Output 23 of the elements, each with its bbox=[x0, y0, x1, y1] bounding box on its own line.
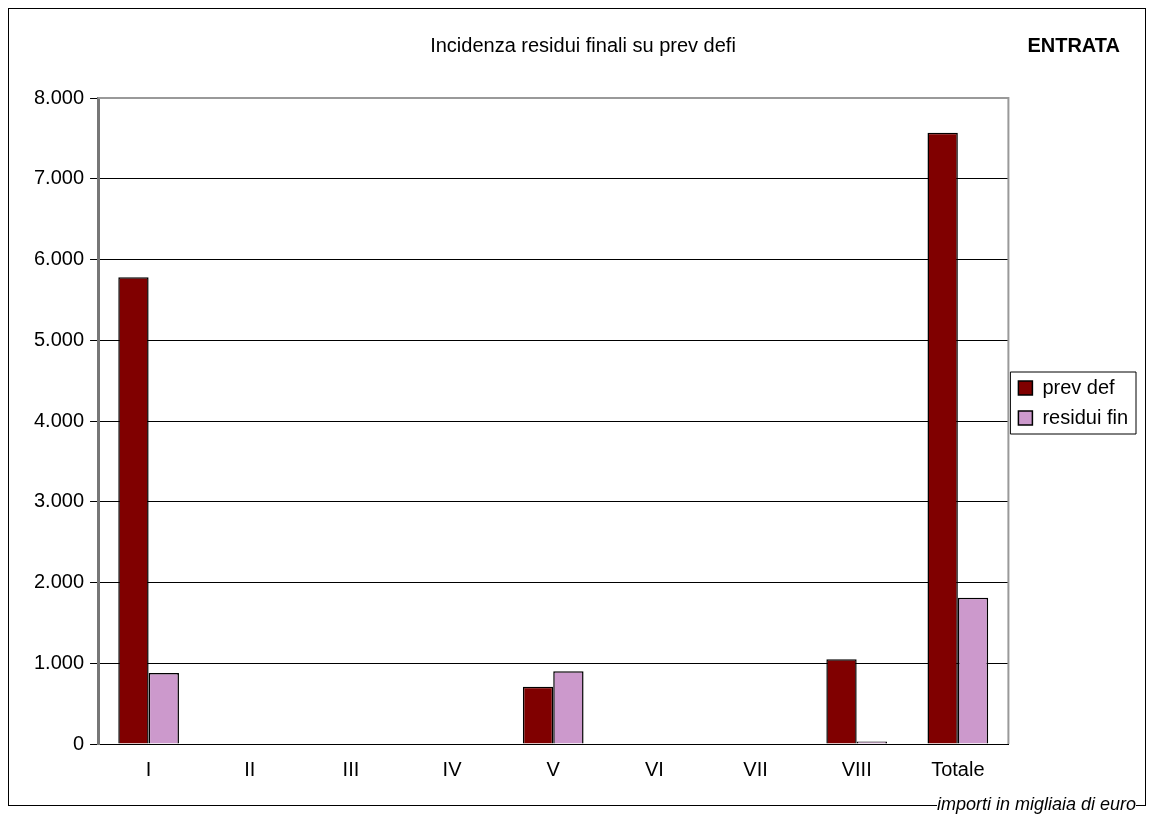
text: ENTRATA bbox=[1027, 33, 1120, 56]
x-tick-label: V bbox=[546, 757, 561, 780]
x-tick-label: Totale bbox=[931, 757, 985, 780]
y-tick-label: 5.000 bbox=[33, 327, 85, 350]
y-tick-label: 7.000 bbox=[33, 166, 85, 189]
legend-label: residui fin bbox=[1042, 405, 1129, 428]
x-tick-label: VIII bbox=[841, 757, 872, 780]
y-tick-label: 2.000 bbox=[33, 570, 85, 593]
chart-title: Incidenza residui finali su prev defi bbox=[430, 33, 736, 56]
x-tick-label: II bbox=[244, 757, 256, 780]
y-tick-label: 8.000 bbox=[33, 85, 85, 108]
x-tick-label: VII bbox=[743, 757, 768, 780]
x-tick-label: VI bbox=[644, 757, 664, 780]
text: importi in migliaia di euro bbox=[936, 794, 1136, 815]
y-tick-label: 4.000 bbox=[33, 408, 85, 431]
y-tick-label: 0 bbox=[72, 731, 85, 754]
x-tick-label: IV bbox=[442, 757, 463, 780]
x-tick-label: III bbox=[342, 757, 360, 780]
y-tick-label: 6.000 bbox=[33, 247, 85, 270]
legend-label: prev def bbox=[1042, 375, 1116, 398]
x-tick-label: I bbox=[145, 757, 152, 780]
y-tick-label: 3.000 bbox=[33, 489, 85, 512]
y-tick-label: 1.000 bbox=[33, 650, 85, 673]
